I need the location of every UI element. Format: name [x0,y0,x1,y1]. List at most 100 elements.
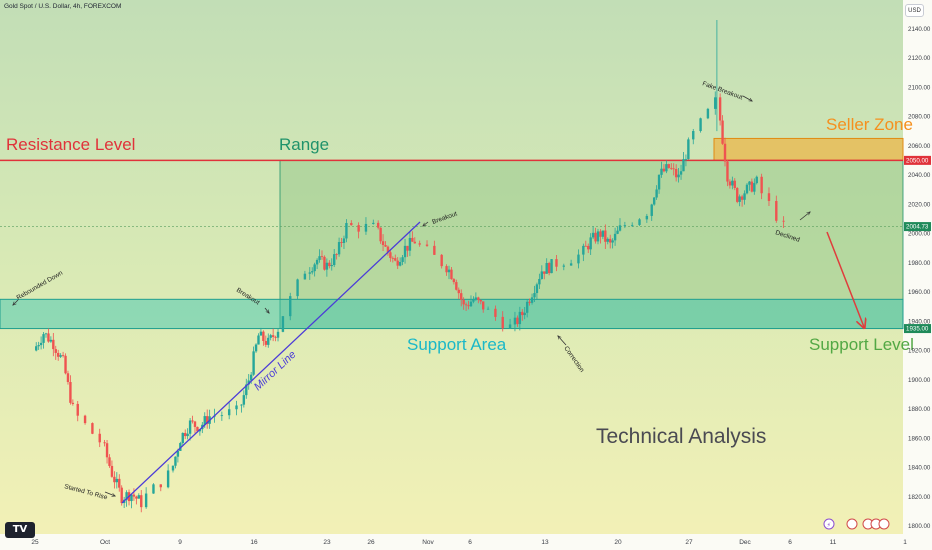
candle-body [254,344,258,352]
candle-body [481,301,485,310]
candle-body [543,271,546,274]
candle-body [582,245,585,255]
candle-body [596,231,600,242]
time-tick-label: 16 [250,539,258,546]
candle-body [64,355,67,374]
price-tick-label: 2080.00 [908,114,931,121]
candle-body [66,373,70,383]
candle-body [61,355,65,356]
candle-body [132,494,136,497]
price-tick-label: 1960.00 [908,289,931,296]
candle-body [276,331,280,338]
candle-body [267,337,270,345]
candle-body [650,204,653,216]
lightning-glyph-icon: ⚡ [827,521,832,529]
breakout-left-arrow [264,307,269,313]
price-axis-ticks: 1800.00 1820.00 1840.00 1860.00 1880.00 1900.… [908,26,931,530]
candle-body [252,351,255,375]
candle-body [335,254,338,255]
candle-body [325,262,329,270]
candle-body [220,415,224,417]
candle-body [176,450,180,457]
time-tick-label: 6 [788,539,792,546]
candle-body [670,167,673,169]
candle-body [54,349,57,353]
support-level-label: Support Level [809,335,914,354]
event-lightning-icon[interactable] [823,518,835,530]
candle-body [760,176,763,194]
time-axis-ticks: 25 Oct 9 16 23 26 Nov 6 13 20 27 Dec 6 11 1 [31,539,907,546]
candle-body [247,380,250,385]
price-tick-label: 1940.00 [908,318,931,325]
candle-body [623,225,627,226]
candle-body [396,260,399,266]
rebounded-arrow [13,299,19,305]
candle-body [743,193,746,200]
candle-body [474,297,478,300]
price-tick-label: 1820.00 [908,494,931,501]
candle-body [755,176,758,184]
candle-body [413,241,417,244]
candle-body [508,324,512,329]
candle-body [401,257,404,262]
correction-arrow [558,336,567,346]
candle-body [330,265,333,267]
time-tick-label: 27 [685,539,693,546]
candle-body [98,433,101,443]
candle-body [457,289,460,294]
time-tick-label: 11 [830,539,837,546]
candle-body [384,245,387,247]
candle-body [525,301,529,313]
candle-body [135,496,138,499]
candle-body [171,465,175,471]
candle-body [191,420,194,422]
candle-body [569,263,573,266]
price-tick-label: 1840.00 [908,465,931,472]
tradingview-logo-icon: TV [5,522,35,538]
candle-body [320,256,324,257]
candle-body [350,222,353,226]
candle-body [39,342,43,346]
candle-body [49,339,53,342]
candle-body [188,420,192,434]
current-price-tag-text: 2004.73 [906,224,929,231]
candle-body [726,161,729,182]
candle-body [613,233,617,241]
candle-body [687,139,690,160]
candle-body [289,296,292,317]
candle-body [57,352,60,357]
price-tick-label: 2100.00 [908,84,931,91]
candle-body [108,457,111,466]
candle-body [308,272,311,274]
candle-body [518,311,522,325]
candle-body [679,171,683,175]
candle-body [469,301,473,307]
price-tick-label: 2060.00 [908,143,931,150]
candle-body [479,299,482,302]
candle-body [589,237,592,250]
candle-body [274,336,277,338]
seller-zone-box [713,137,904,161]
event-flag-icon[interactable] [878,518,890,530]
candle-body [242,395,246,405]
candle-body [440,254,443,267]
candle-body [318,256,321,260]
currency-button[interactable]: USD [905,4,924,17]
event-flag-icon[interactable] [846,518,858,530]
candle-body [782,220,785,222]
candle-body [105,443,109,458]
price-tick-label: 2140.00 [908,26,931,33]
candle-body [738,196,741,202]
candle-body [379,227,382,242]
time-tick-label: 25 [31,539,39,546]
candle-body [638,219,641,225]
candle-body [494,308,497,317]
candle-body [523,312,526,316]
candle-body [736,187,739,202]
candle-body [115,478,119,483]
candle-body [433,245,436,255]
candle-body [69,382,72,403]
